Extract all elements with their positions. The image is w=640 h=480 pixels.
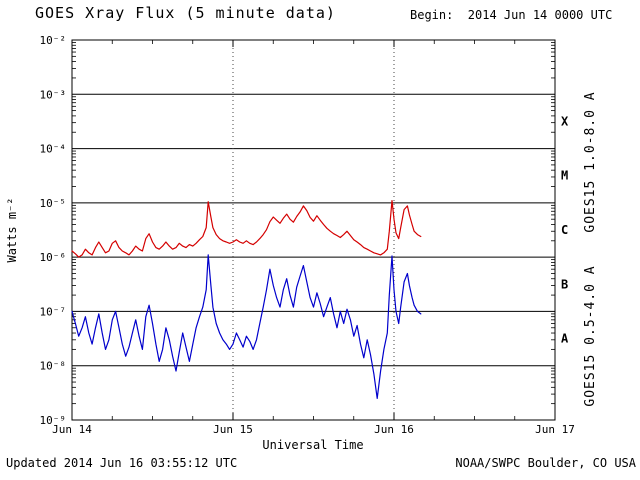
red-series-label: GOES15 1.0-8.0 A — [583, 91, 598, 232]
blue-series-label: GOES15 0.5-4.0 A — [583, 265, 598, 406]
x-axis-label: Universal Time — [262, 438, 363, 452]
flare-class-label: M — [561, 169, 568, 183]
updated-timestamp: Updated 2014 Jun 16 03:55:12 UTC — [6, 456, 237, 470]
plot-border — [71, 39, 556, 421]
y-axis-label: Watts m⁻² — [5, 197, 19, 262]
y-tick-label: 10⁻⁷ — [40, 305, 67, 318]
series-line-1 — [71, 254, 422, 399]
chart-title: GOES Xray Flux (5 minute data) — [35, 4, 336, 22]
y-tick-label: 10⁻⁵ — [40, 197, 67, 210]
begin-time-label: Begin: 2014 Jun 14 0000 UTC — [410, 8, 612, 22]
y-tick-label: 10⁻⁶ — [40, 251, 67, 264]
credit-text: NOAA/SWPC Boulder, CO USA — [455, 456, 636, 470]
x-tick-label: Jun 16 — [374, 423, 414, 436]
flare-class-label: B — [561, 277, 568, 291]
y-tick-label: 10⁻⁸ — [40, 360, 67, 373]
y-tick-label: 10⁻² — [40, 34, 67, 47]
x-tick-label: Jun 14 — [52, 423, 92, 436]
x-tick-label: Jun 15 — [213, 423, 253, 436]
series-line-0 — [71, 200, 422, 258]
y-tick-label: 10⁻³ — [40, 88, 67, 101]
flare-class-label: X — [561, 114, 569, 128]
flare-class-label: C — [561, 223, 568, 237]
y-tick-label: 10⁻⁹ — [40, 414, 67, 427]
x-tick-label: Jun 17 — [535, 423, 575, 436]
flare-class-label: A — [561, 332, 569, 346]
y-tick-label: 10⁻⁴ — [40, 143, 67, 156]
